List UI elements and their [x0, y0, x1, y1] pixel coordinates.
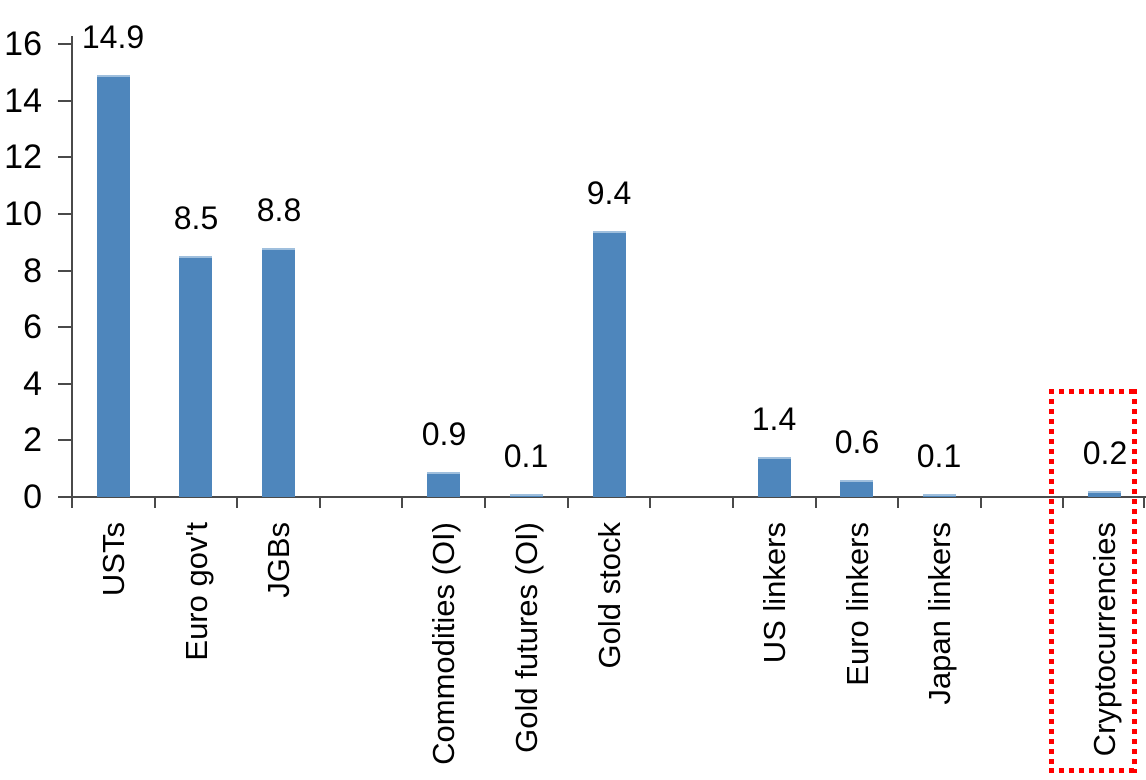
x-axis-label-cell: Gold futures (OI): [485, 522, 568, 780]
x-axis-label-cell: USTs: [72, 522, 155, 780]
x-axis-label: Euro linkers: [840, 522, 875, 686]
y-axis-tick-mark: [58, 326, 72, 329]
y-axis-tick-mark: [58, 212, 72, 215]
x-axis-label: JGBs: [261, 522, 296, 598]
y-axis-tick-label: 10: [4, 194, 42, 233]
bar: [262, 248, 295, 497]
bar-value-label: 14.9: [81, 19, 145, 55]
bar: [510, 494, 543, 497]
x-axis-label-cell: Japan linkers: [898, 522, 981, 780]
x-axis-tick-mark: [71, 498, 73, 508]
highlight-box-top-edge: [1049, 389, 1137, 394]
y-axis-tick-label: 8: [23, 251, 42, 290]
x-axis-tick-mark: [319, 498, 321, 508]
x-axis-label: USTs: [96, 522, 131, 597]
bar: [97, 75, 130, 497]
y-axis-tick-mark: [58, 156, 72, 159]
bar: [427, 472, 460, 497]
x-axis-tick-mark: [1062, 498, 1064, 508]
bar-value-label: 8.5: [173, 200, 219, 236]
bar-value-label: 0.1: [916, 438, 962, 474]
bar-value-label: 9.4: [586, 175, 632, 211]
x-axis-label-cell: Gold stock: [568, 522, 651, 780]
bar: [840, 480, 873, 497]
y-axis-tick-mark: [58, 439, 72, 442]
bar-value-label: 8.8: [256, 192, 302, 228]
x-axis-label: Commodities (OI): [426, 522, 461, 765]
x-axis-label: Gold futures (OI): [509, 522, 544, 753]
y-axis-tick-mark: [58, 496, 72, 498]
bar: [758, 457, 791, 497]
x-axis-label-cell: Euro gov't: [155, 522, 238, 780]
highlight-box-left-edge: [1049, 389, 1054, 773]
bar: [179, 256, 212, 497]
y-axis-tick-mark: [58, 99, 72, 102]
bar-value-label: 0.9: [421, 416, 467, 452]
y-axis-tick-label: 6: [23, 308, 42, 347]
x-axis-line: [72, 496, 1146, 498]
bar-value-label: 0.6: [834, 424, 880, 460]
y-axis-tick-label: 2: [23, 421, 42, 460]
x-axis-tick-mark: [401, 498, 403, 508]
y-axis-tick-label: 16: [4, 25, 42, 63]
x-axis-label: Euro gov't: [179, 522, 214, 661]
bar-value-label: 0.2: [1082, 435, 1128, 471]
x-axis-tick-mark: [815, 498, 817, 508]
x-axis-label: Gold stock: [592, 522, 627, 669]
bar-value-label: 1.4: [751, 401, 797, 437]
y-axis-tick-mark: [58, 382, 72, 385]
x-axis-label-cell: Commodities (OI): [402, 522, 485, 780]
x-axis-tick-mark: [732, 498, 734, 508]
highlight-box: [1049, 389, 1137, 773]
y-axis-line: [71, 36, 73, 499]
x-axis-label: US linkers: [757, 522, 792, 664]
x-axis-tick-mark: [154, 498, 156, 508]
x-axis-tick-mark: [980, 498, 982, 508]
x-axis-tick-mark: [649, 498, 651, 508]
highlight-box-right-edge: [1132, 389, 1137, 773]
x-axis-label-cell: US linkers: [733, 522, 816, 780]
x-axis-label-cell: JGBs: [237, 522, 320, 780]
bar: [593, 231, 626, 497]
x-axis-tick-mark: [236, 498, 238, 508]
bar: [923, 494, 956, 497]
x-axis-tick-mark: [897, 498, 899, 508]
y-axis-tick-label: 12: [4, 138, 42, 177]
y-axis-tick-label: 0: [23, 478, 42, 516]
y-axis-tick-mark: [58, 269, 72, 272]
x-axis-tick-mark: [484, 498, 486, 508]
x-axis-label-cell: Euro linkers: [816, 522, 899, 780]
x-axis-tick-mark: [567, 498, 569, 508]
x-axis-label: Japan linkers: [922, 522, 957, 705]
x-axis-tick-mark: [1143, 498, 1145, 508]
y-axis-tick-mark: [58, 43, 72, 45]
y-axis-tick-label: 4: [23, 364, 42, 403]
highlight-box-bottom-edge: [1049, 768, 1137, 773]
y-axis-tick-label: 14: [4, 81, 42, 120]
bar-value-label: 0.1: [503, 438, 549, 474]
bar: [1088, 491, 1121, 497]
